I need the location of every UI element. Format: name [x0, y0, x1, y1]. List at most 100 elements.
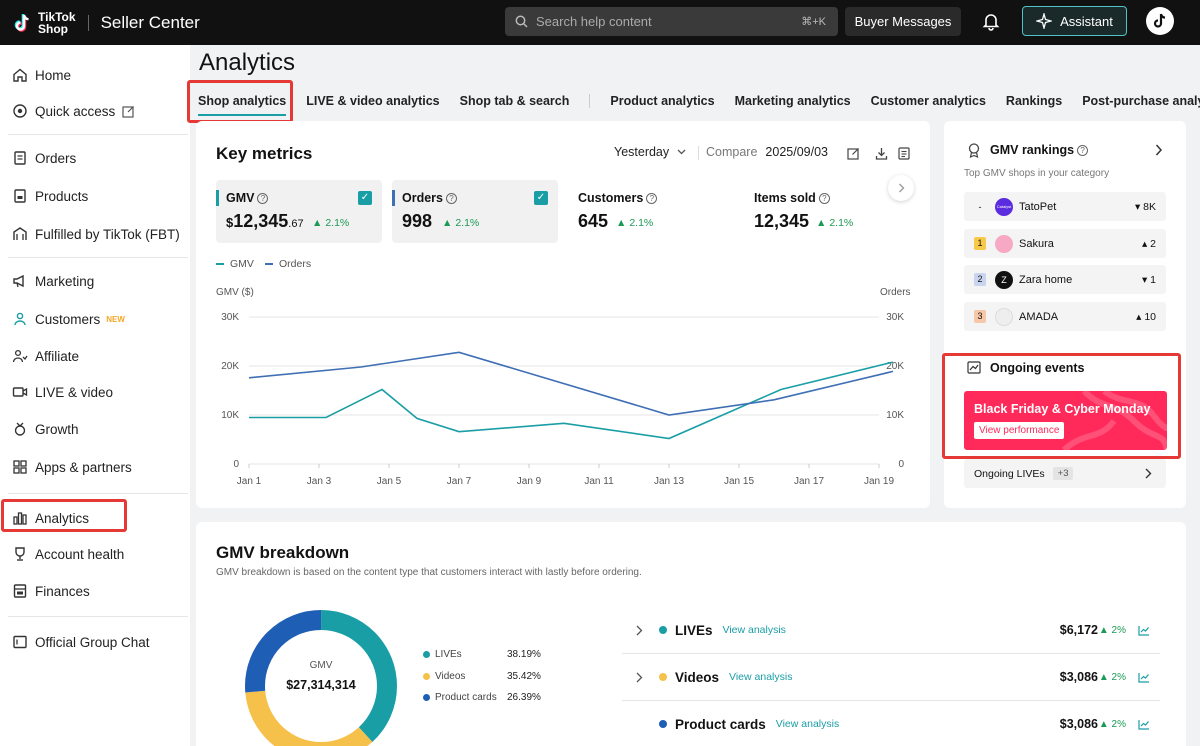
buyer-messages-button[interactable]: Buyer Messages: [845, 7, 961, 36]
edit-icon[interactable]: [847, 147, 860, 160]
tab-customer-analytics[interactable]: Customer analytics: [870, 94, 986, 108]
tab-live-video-analytics[interactable]: LIVE & video analytics: [306, 94, 440, 108]
legend-swatch: [216, 263, 224, 265]
bell-icon[interactable]: [981, 11, 1001, 31]
sidebar-item-live-video[interactable]: LIVE & video: [0, 377, 190, 407]
metric-label: Items sold?: [754, 191, 830, 205]
help-icon: ?: [818, 193, 830, 204]
metric-label: Orders?: [402, 191, 457, 205]
ranking-row[interactable]: 3 AMADA ▴ 10: [964, 302, 1166, 331]
y-axis-left-label: GMV ($): [216, 287, 254, 298]
tab-shop-analytics[interactable]: Shop analytics: [198, 86, 287, 116]
y-tick-right: 10K: [886, 410, 904, 421]
chevron-right-icon[interactable]: [636, 625, 643, 636]
view-analysis-link[interactable]: View analysis: [722, 624, 786, 636]
series-line-gmv: [249, 361, 894, 440]
chevron-right-icon: [898, 183, 904, 193]
row-amount: $3,086: [1059, 717, 1098, 731]
legend-orders[interactable]: Orders: [265, 258, 311, 270]
ranking-row[interactable]: 1 Sakura ▴ 2: [964, 229, 1166, 258]
profile-avatar[interactable]: [1146, 7, 1174, 35]
y-tick-right: 30K: [886, 312, 904, 323]
sidebar-item-label: Marketing: [35, 273, 95, 289]
row-name: Product cards: [675, 716, 766, 732]
tab-shop-tab-search[interactable]: Shop tab & search: [459, 94, 570, 108]
sidebar: [0, 45, 190, 746]
ranking-row[interactable]: 2 Z Zara home ▾ 1: [964, 265, 1166, 294]
y-tick-left: 20K: [221, 361, 239, 372]
view-analysis-link[interactable]: View analysis: [729, 671, 793, 683]
sidebar-item-quick-access[interactable]: Quick access: [0, 96, 190, 126]
metric-orders[interactable]: Orders? 998 ▲ 2.1% ✓: [392, 180, 558, 243]
sidebar-item-fbt[interactable]: Fulfilled by TikTok (FBT): [0, 219, 190, 249]
sidebar-item-label: Customers: [35, 311, 101, 327]
report-icon[interactable]: [898, 147, 910, 160]
sidebar-item-label: Orders: [35, 150, 77, 166]
breakdown-row-videos[interactable]: Videos View analysis $3,086 ▲ 2%: [622, 654, 1160, 700]
metric-gmv[interactable]: GMV? $12,345.67 ▲ 2.1% ✓: [216, 180, 382, 243]
sidebar-item-finances[interactable]: Finances: [0, 576, 190, 606]
metric-color-bar: [216, 190, 219, 206]
ranking-row[interactable]: - Catalyst TatoPet ▾ 8K: [964, 192, 1166, 221]
gmv-rankings-title: GMV rankings?: [990, 143, 1089, 157]
edit-icon[interactable]: [122, 105, 135, 118]
chevron-down-icon: [677, 149, 686, 155]
metric-color-bar: [392, 190, 395, 206]
tab-product-analytics[interactable]: Product analytics: [610, 94, 715, 108]
compare-date: 2025/09/03: [765, 145, 828, 159]
sidebar-item-orders[interactable]: Orders: [0, 143, 190, 173]
metric-customers[interactable]: Customers? 645 ▲ 2.1%: [568, 180, 734, 243]
trend-chart-icon[interactable]: [1138, 625, 1150, 636]
chevron-right-icon[interactable]: [636, 672, 643, 683]
metric-value: 12,345: [754, 211, 810, 231]
period-selector[interactable]: Yesterday: [614, 145, 686, 159]
download-icon[interactable]: [875, 147, 888, 160]
sidebar-item-home[interactable]: Home: [0, 60, 190, 90]
trend-chart-icon[interactable]: [1138, 719, 1150, 730]
trend-chart-icon[interactable]: [1138, 672, 1150, 683]
sidebar-item-products[interactable]: Products: [0, 181, 190, 211]
sidebar-item-account-health[interactable]: Account health: [0, 539, 190, 569]
view-performance-button[interactable]: View performance: [974, 422, 1065, 439]
control-divider: [698, 146, 699, 160]
y-tick-left: 30K: [221, 312, 239, 323]
sidebar-item-official-group-chat[interactable]: Official Group Chat: [0, 627, 190, 657]
breakdown-legend-item: Videos 35.42%: [423, 671, 541, 682]
legend-dot: [423, 673, 430, 680]
tab-rankings[interactable]: Rankings: [1005, 94, 1063, 108]
tiktok-avatar-icon: [1153, 13, 1166, 28]
sidebar-item-apps-partners[interactable]: Apps & partners: [0, 452, 190, 482]
sidebar-item-label: Fulfilled by TikTok (FBT): [35, 226, 180, 242]
rank-number: -: [978, 201, 982, 212]
sidebar-item-affiliate[interactable]: Affiliate: [0, 341, 190, 371]
metrics-next-button[interactable]: [888, 175, 914, 201]
legend-gmv[interactable]: GMV: [216, 258, 254, 270]
sidebar-item-marketing[interactable]: Marketing: [0, 266, 190, 296]
rank-number: 1: [974, 237, 986, 250]
tab-post-purchase-analytics[interactable]: Post-purchase analytics: [1082, 94, 1200, 108]
sidebar-item-growth[interactable]: Growth: [0, 414, 190, 444]
view-analysis-link[interactable]: View analysis: [775, 718, 840, 730]
rank-delta: ▾ 1: [1141, 273, 1156, 286]
row-change: ▲ 2%: [1098, 718, 1126, 730]
tiktok-shop-logo[interactable]: TikTok Shop: [12, 11, 76, 35]
assistant-button[interactable]: Assistant: [1022, 6, 1127, 36]
key-metrics-title: Key metrics: [216, 144, 313, 163]
row-divider: [622, 700, 1160, 701]
row-amount: $3,086: [1059, 670, 1098, 684]
tab-marketing-analytics[interactable]: Marketing analytics: [734, 94, 851, 108]
search-input[interactable]: Search help content ⌘+K: [505, 7, 838, 36]
breakdown-row-lives[interactable]: LIVEs View analysis $6,172 ▲ 2%: [622, 607, 1160, 653]
sidebar-item-analytics[interactable]: Analytics: [0, 503, 190, 533]
event-banner[interactable]: Black Friday & Cyber Monday View perform…: [964, 391, 1167, 450]
chevron-right-icon[interactable]: [1155, 144, 1163, 156]
metric-checkbox[interactable]: ✓: [534, 191, 548, 205]
compare-selector[interactable]: Compare 2025/09/03: [706, 145, 828, 159]
sidebar-item-customers[interactable]: Customers NEW: [0, 304, 190, 334]
metric-checkbox[interactable]: ✓: [358, 191, 372, 205]
metric-items-sold[interactable]: Items sold? 12,345 ▲ 2.1%: [744, 180, 884, 243]
sidebar-item-label: Quick access: [35, 103, 116, 119]
ongoing-lives-row[interactable]: Ongoing LIVEs +3: [964, 459, 1166, 488]
sidebar-item-label: LIVE & video: [35, 384, 114, 400]
breakdown-row-product-cards[interactable]: Product cards View analysis $3,086 ▲ 2%: [622, 701, 1160, 746]
